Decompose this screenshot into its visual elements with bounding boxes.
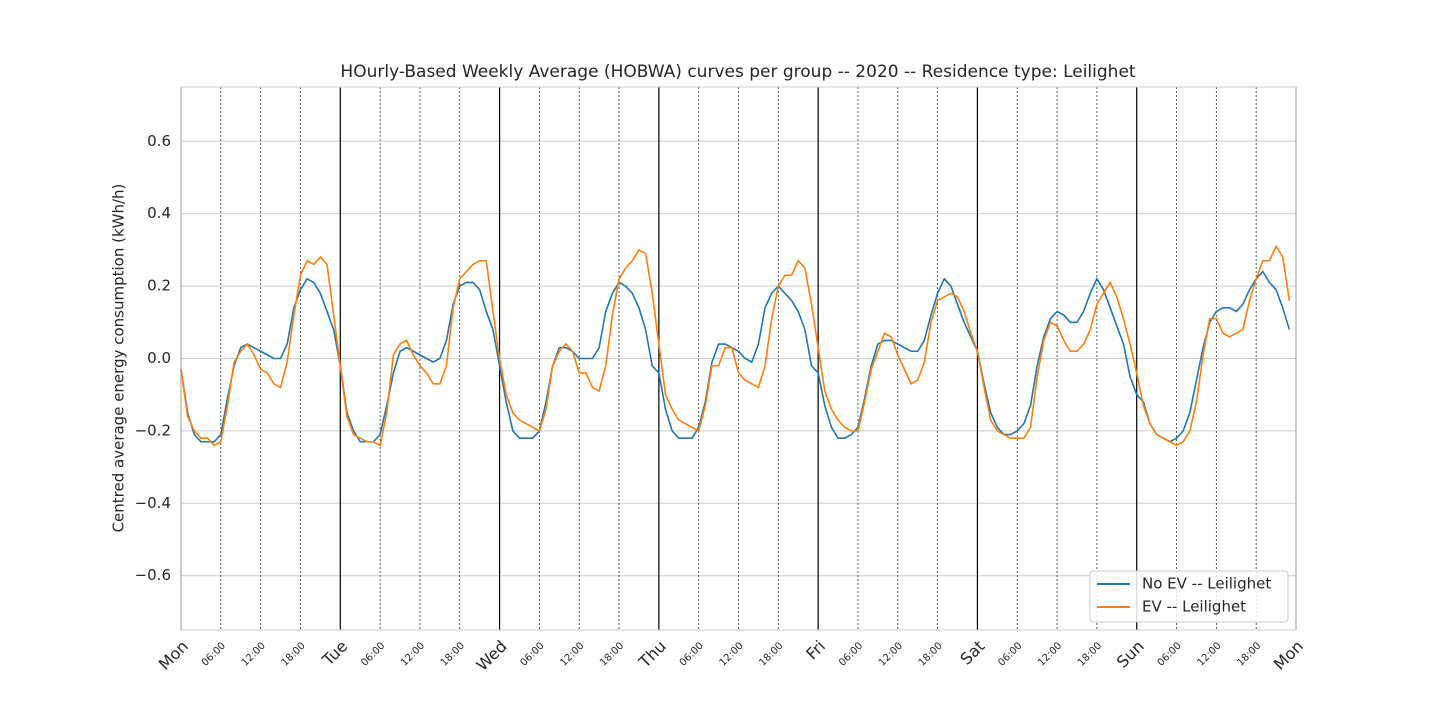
x-minor-tick-label: 06:00 xyxy=(837,640,865,668)
x-tick-label: Fri xyxy=(802,637,829,664)
x-tick-label: Sun xyxy=(1113,637,1148,672)
x-minor-tick-label: 06:00 xyxy=(518,640,546,668)
x-minor-tick-label: 12:00 xyxy=(558,640,586,668)
x-minor-tick-label: 12:00 xyxy=(1195,640,1223,668)
x-minor-tick-label: 18:00 xyxy=(1235,640,1263,668)
x-tick-label: Thu xyxy=(634,637,669,672)
legend-label: No EV -- Leilighet xyxy=(1142,575,1271,593)
plot-frame xyxy=(180,86,1297,631)
x-minor-tick-label: 12:00 xyxy=(718,640,746,668)
x-minor-tick-label: 06:00 xyxy=(1156,640,1184,668)
x-minor-tick-label: 18:00 xyxy=(598,640,626,668)
x-minor-tick-label: 12:00 xyxy=(240,640,268,668)
series-line xyxy=(180,244,1291,447)
x-tick-label: Sat xyxy=(956,637,988,669)
x-minor-tick-label: 06:00 xyxy=(359,640,387,668)
y-tick-label: −0.2 xyxy=(135,421,171,439)
y-tick-label: 0.2 xyxy=(147,277,171,295)
x-tick-label: Mon xyxy=(1270,637,1307,674)
y-axis-label: Centred average energy consumption (kWh/… xyxy=(110,184,128,533)
chart-title: HOurly-Based Weekly Average (HOBWA) curv… xyxy=(340,62,1135,82)
x-minor-tick-label: 12:00 xyxy=(1036,640,1064,668)
x-tick-label: Tue xyxy=(318,637,351,670)
y-tick-label: −0.4 xyxy=(135,494,171,512)
legend-label: EV -- Leilighet xyxy=(1142,598,1246,616)
x-tick-label: Wed xyxy=(472,637,510,675)
grid xyxy=(180,87,1297,630)
x-minor-tick-label: 06:00 xyxy=(200,640,228,668)
x-minor-tick-label: 18:00 xyxy=(1076,640,1104,668)
x-minor-tick-label: 12:00 xyxy=(399,640,427,668)
y-tick-label: 0.0 xyxy=(147,349,171,367)
x-minor-tick-label: 06:00 xyxy=(996,640,1024,668)
y-tick-label: 0.4 xyxy=(147,204,171,222)
x-minor-tick-label: 18:00 xyxy=(280,640,308,668)
legend-box xyxy=(1089,570,1289,623)
x-minor-tick-label: 12:00 xyxy=(877,640,905,668)
x-minor-tick-label: 06:00 xyxy=(678,640,706,668)
x-minor-tick-label: 18:00 xyxy=(439,640,467,668)
y-tick-label: −0.6 xyxy=(135,566,171,584)
x-minor-tick-label: 18:00 xyxy=(757,640,785,668)
x-tick-label: Mon xyxy=(155,637,192,674)
x-minor-tick-label: 18:00 xyxy=(917,640,945,668)
y-tick-label: 0.6 xyxy=(147,132,171,150)
